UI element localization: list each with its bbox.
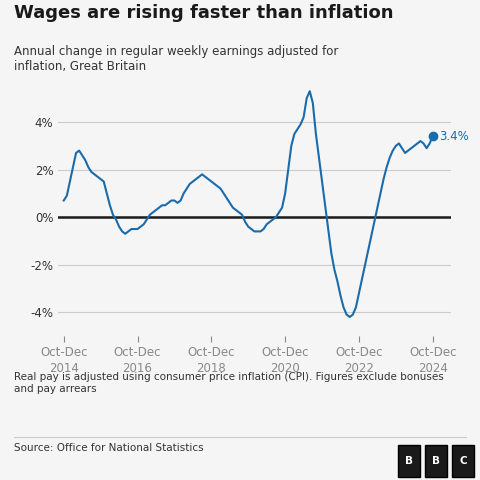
- Text: B: B: [432, 456, 440, 466]
- FancyBboxPatch shape: [425, 445, 447, 477]
- FancyBboxPatch shape: [452, 445, 474, 477]
- Text: Source: Office for National Statistics: Source: Office for National Statistics: [14, 443, 204, 453]
- Text: 3.4%: 3.4%: [439, 130, 468, 143]
- Text: Annual change in regular weekly earnings adjusted for
inflation, Great Britain: Annual change in regular weekly earnings…: [14, 45, 339, 73]
- FancyBboxPatch shape: [398, 445, 420, 477]
- Text: Real pay is adjusted using consumer price inflation (CPI). Figures exclude bonus: Real pay is adjusted using consumer pric…: [14, 372, 444, 394]
- Text: C: C: [459, 456, 467, 466]
- Text: B: B: [406, 456, 413, 466]
- Text: Wages are rising faster than inflation: Wages are rising faster than inflation: [14, 4, 394, 22]
